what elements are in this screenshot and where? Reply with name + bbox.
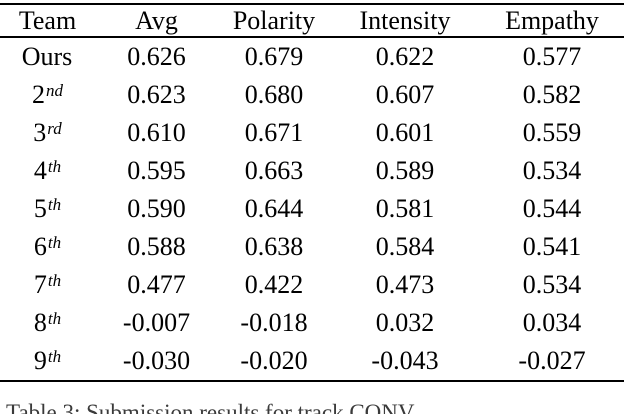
team-cell: 5th: [0, 190, 95, 228]
table-caption: Table 3: Submission results for track CO…: [6, 400, 415, 414]
table-row: Ours 0.626 0.679 0.622 0.577: [0, 37, 624, 76]
polarity-value: -0.020: [240, 346, 308, 375]
team-rank: 9: [33, 346, 47, 375]
team-rank: 5: [33, 194, 47, 223]
team-cell: 9th: [0, 342, 95, 381]
polarity-value: 0.644: [244, 194, 304, 223]
team-cell: 4th: [0, 152, 95, 190]
intensity-value: 0.032: [375, 308, 435, 337]
polarity-value: -0.018: [240, 308, 308, 337]
intensity-value: 0.589: [375, 156, 435, 185]
avg-value: 0.590: [127, 194, 186, 223]
team-rank: 4: [33, 156, 47, 185]
table-row: 3rd 0.610 0.671 0.601 0.559: [0, 114, 624, 152]
column-header-intensity: Intensity: [330, 4, 480, 38]
ordinal-suffix: th: [47, 271, 62, 290]
intensity-value: 0.473: [375, 270, 435, 299]
avg-value: 0.477: [127, 270, 186, 299]
ordinal-suffix: rd: [47, 119, 62, 138]
team-rank: 3: [33, 118, 47, 147]
empathy-value: 0.582: [522, 80, 582, 109]
ordinal-suffix: th: [47, 157, 62, 176]
avg-value: -0.007: [122, 308, 191, 337]
intensity-value: -0.043: [371, 346, 439, 375]
column-header-avg: Avg: [95, 4, 218, 38]
ordinal-suffix: th: [47, 309, 62, 328]
team-rank: 7: [33, 270, 47, 299]
column-header-empathy: Empathy: [480, 4, 624, 38]
polarity-value: 0.638: [244, 232, 304, 261]
avg-value: -0.030: [122, 346, 191, 375]
polarity-value: 0.680: [244, 80, 304, 109]
team-cell: 6th: [0, 228, 95, 266]
empathy-value: 0.541: [522, 232, 582, 261]
ordinal-suffix: th: [47, 233, 62, 252]
intensity-value: 0.622: [375, 42, 435, 71]
table-header-row: Team Avg Polarity Intensity Empathy: [0, 4, 624, 38]
empathy-value: 0.034: [522, 308, 582, 337]
intensity-value: 0.607: [375, 80, 435, 109]
intensity-value: 0.584: [375, 232, 435, 261]
avg-value: 0.610: [127, 118, 186, 147]
team-cell: 2nd: [0, 76, 95, 114]
ordinal-suffix: nd: [46, 81, 63, 100]
table-row: 9th -0.030 -0.020 -0.043 -0.027: [0, 342, 624, 381]
polarity-value: 0.671: [244, 118, 304, 147]
column-header-polarity: Polarity: [218, 4, 330, 38]
team-cell: 3rd: [0, 114, 95, 152]
empathy-value: 0.534: [522, 156, 582, 185]
avg-value: 0.588: [127, 232, 186, 261]
polarity-value: 0.422: [244, 270, 304, 299]
polarity-value: 0.679: [244, 42, 304, 71]
intensity-value: 0.601: [375, 118, 435, 147]
avg-value: 0.626: [127, 42, 186, 71]
table-row: 8th -0.007 -0.018 0.032 0.034: [0, 304, 624, 342]
team-cell: Ours: [0, 37, 95, 76]
empathy-value: -0.027: [518, 346, 586, 375]
table-row: 6th 0.588 0.638 0.584 0.541: [0, 228, 624, 266]
column-header-team: Team: [0, 4, 95, 38]
intensity-value: 0.581: [375, 194, 435, 223]
avg-value: 0.623: [127, 80, 186, 109]
table-row: 5th 0.590 0.644 0.581 0.544: [0, 190, 624, 228]
empathy-value: 0.534: [522, 270, 582, 299]
team-cell: 7th: [0, 266, 95, 304]
table-row: 4th 0.595 0.663 0.589 0.534: [0, 152, 624, 190]
avg-value: 0.595: [127, 156, 186, 185]
ordinal-suffix: th: [47, 347, 62, 366]
team-rank: 6: [33, 232, 47, 261]
ordinal-suffix: th: [47, 195, 62, 214]
team-rank: 8: [33, 308, 47, 337]
empathy-value: 0.544: [522, 194, 582, 223]
empathy-value: 0.577: [522, 42, 582, 71]
team-rank: 2: [32, 80, 45, 109]
results-table: Team Avg Polarity Intensity Empathy Ours…: [0, 3, 624, 382]
team-rank: Ours: [21, 42, 73, 71]
table-row: 2nd 0.623 0.680 0.607 0.582: [0, 76, 624, 114]
team-cell: 8th: [0, 304, 95, 342]
empathy-value: 0.559: [522, 118, 582, 147]
polarity-value: 0.663: [244, 156, 304, 185]
table-row: 7th 0.477 0.422 0.473 0.534: [0, 266, 624, 304]
